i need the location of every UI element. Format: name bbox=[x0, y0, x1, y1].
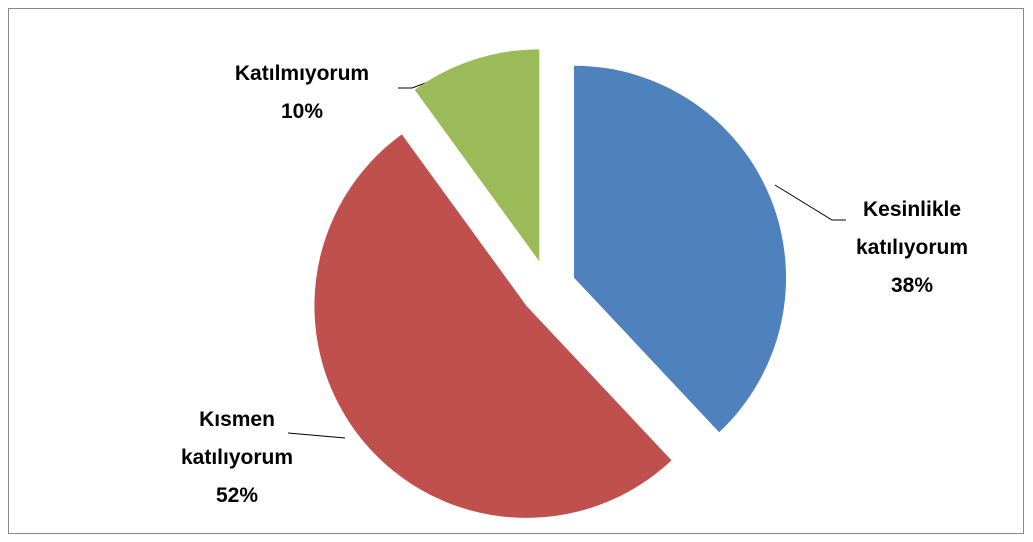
slice-label: Kısmen katılıyorum 52% bbox=[181, 408, 293, 507]
leader-line bbox=[774, 184, 846, 221]
value-label: 52% bbox=[216, 484, 258, 507]
pie-slice bbox=[314, 134, 672, 518]
leader-line bbox=[287, 432, 346, 439]
category-label: Kesinlikle katılıyorum bbox=[856, 198, 968, 259]
category-label: Katılmıyorum bbox=[235, 62, 369, 85]
value-label: 38% bbox=[891, 274, 933, 297]
pie-slice bbox=[574, 65, 787, 433]
value-label: 10% bbox=[281, 100, 323, 123]
slice-label: Kesinlikle katılıyorum 38% bbox=[856, 198, 968, 297]
category-label: Kısmen katılıyorum bbox=[181, 408, 293, 469]
pie-slice bbox=[414, 49, 540, 262]
slice-label: Katılmıyorum 10% bbox=[235, 62, 369, 123]
